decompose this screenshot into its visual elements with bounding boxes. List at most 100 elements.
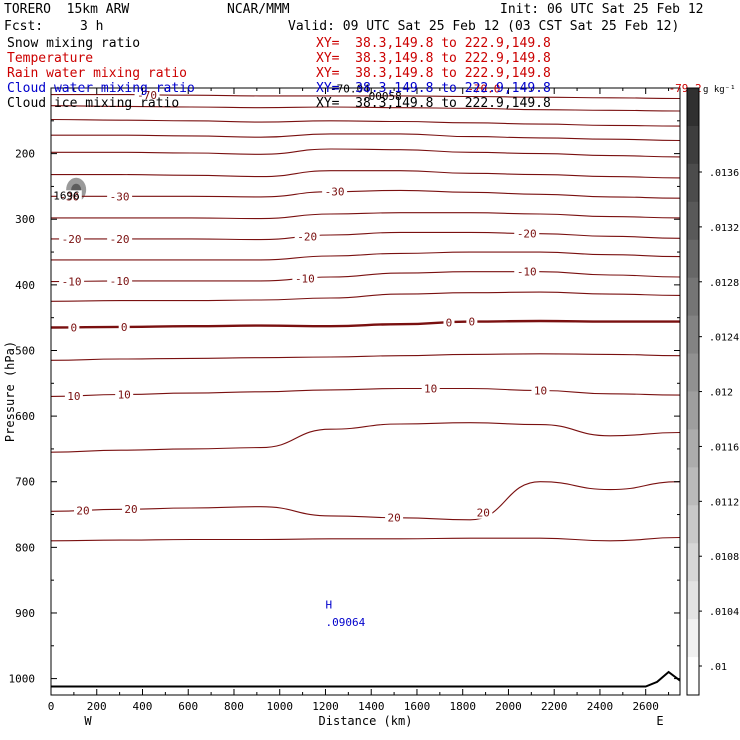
forecast-hour: 3 h [80,19,104,34]
isotherm-label: 0 [121,321,128,334]
colorbar-swatch [687,581,699,620]
isotherm-line [50,422,681,453]
y-tick-label: 200 [15,148,35,161]
colorbar-swatch [687,163,699,203]
isotherm-line [51,231,681,241]
y-tick-label: 700 [15,476,35,489]
legend-snow-name: Snow mixing ratio [7,36,141,51]
isotherm-line [51,251,681,261]
colorbar-swatch [687,429,699,468]
isotherm-label: -30 [325,186,345,199]
x-tick-label: 1400 [358,700,385,713]
org-label: NCAR/MMM [227,2,290,17]
isotherm-label: 20 [477,507,490,520]
isotherm-label: 20 [387,512,400,525]
colorbar-swatch [687,315,699,355]
isotherm-label-bg [107,232,133,245]
x-tick-label: 1800 [449,700,476,713]
colorbar-swatch [687,277,699,317]
annotation-label: .00058 [362,90,402,103]
isotherm-line [51,133,681,142]
isotherm-label-bg [134,88,160,101]
colorbar-swatch [687,657,699,696]
x-tick-label: 2000 [495,700,522,713]
colorbar-swatch [687,505,699,544]
y-tick-label: 500 [15,344,35,357]
plot-frame [50,87,681,696]
colorbar-tick-label: .0112 [709,497,739,508]
isotherm-label: 0 [469,316,476,329]
annotation-label: 1696 [53,190,80,203]
isotherm-label: 0 [71,321,78,334]
isotherm-label-bg [474,506,493,519]
isotherm-label-bg [74,504,93,517]
x-end-label-west: W [84,714,92,728]
colorbar-unit: g kg⁻¹ [703,85,736,95]
isotherm-label-bg [514,265,540,278]
y-tick-label: 300 [15,213,35,226]
colorbar-tick-label: .0136 [709,168,739,179]
legend-rain-xy: XY= 38.3,149.8 to 222.9,149.8 [316,66,551,81]
valid-time: Valid: 09 UTC Sat 25 Feb 12 (03 CST Sat … [288,19,680,34]
annotation-label: -70.04 [330,83,370,96]
isotherm-label: -30 [59,190,79,203]
legend-temperature-name: Temperature [7,51,94,66]
colorbar-tick-label: .012 [709,388,733,399]
y-tick-label: 400 [15,279,35,292]
isotherm-line [50,387,681,397]
colorbar-swatch [687,467,699,506]
isotherm-label: 0 [446,316,453,329]
isotherm-line [50,291,681,302]
isotherm-line [50,105,681,112]
isotherm-label: 20 [76,504,89,517]
isotherm-label-bg [68,321,80,334]
isotherm-label-bg [115,388,134,401]
x-tick-label: 2600 [632,700,659,713]
isotherm-line [50,118,681,127]
colorbar-swatch [687,88,699,127]
colorbar-tick-label: .0116 [709,442,739,453]
isotherm-label: 10 [534,385,547,398]
colorbar-swatch [687,125,699,165]
colorbar-tick-label: .01 [709,662,727,673]
isotherm-label: -20 [517,227,537,240]
annotation-label: -70.0 [467,83,500,96]
isotherm-line [51,189,681,199]
isotherm-line [50,271,681,283]
colorbar-swatch [687,353,699,392]
isotherm-label-bg [118,320,130,333]
colorbar-tick-label: .0108 [709,552,739,563]
isotherm-label: -10 [62,275,82,288]
y-tick-label: 1000 [9,673,36,686]
legend-rain-name: Rain water mixing ratio [7,66,188,81]
isotherm-label-bg [107,274,133,287]
annotation-label: .09064 [325,616,365,629]
isotherm-line [51,148,681,158]
x-tick-label: 0 [48,700,55,713]
legend-cloud-water-xy: XY= 38.3,149.8 to 222.9,149.8 [316,81,551,96]
colorbar-swatch [687,619,699,658]
isotherm-label-bg [107,190,133,203]
isotherm-label: -10 [295,272,315,285]
isotherm-label-bg [514,227,540,240]
isotherm-label-bg [59,232,85,245]
model-title: TORERO 15km ARW [4,2,130,17]
isotherm-label: 10 [118,388,131,401]
isotherm-label-bg [421,382,440,395]
isotherm-line [50,536,681,542]
annotation-label: H [325,598,332,611]
isotherm-label: -20 [297,231,317,244]
isotherm-label: -20 [62,233,82,246]
isotherm-label-bg [531,384,550,397]
isotherm-line [51,212,681,220]
isotherm-label: 10 [424,383,437,396]
colorbar-swatch [687,543,699,582]
isotherm-label-bg [385,511,404,524]
y-tick-label: 800 [15,541,35,554]
x-tick-label: 200 [87,700,107,713]
isotherm-label: -30 [110,190,130,203]
x-tick-label: 600 [178,700,198,713]
isotherm-label-bg [56,190,82,203]
init-time: Init: 06 UTC Sat 25 Feb 12 [500,2,704,17]
